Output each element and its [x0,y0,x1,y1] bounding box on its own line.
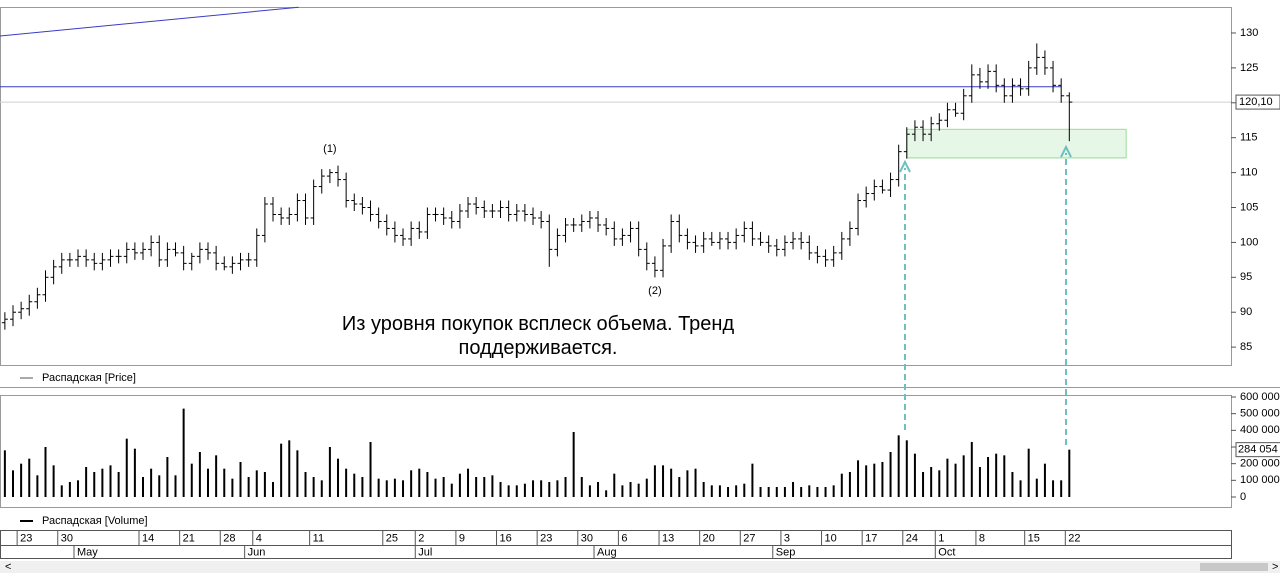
scroll-thumb[interactable] [1200,563,1268,571]
wave-label: (2) [648,285,661,297]
x-tick-label: 24 [906,532,918,544]
x-tick-label: 25 [386,532,398,544]
y-tick-label: 130 [1240,27,1258,39]
y-tick-label: 100 [1240,236,1258,248]
arrows [899,144,1072,445]
x-tick-label: 2 [418,532,424,544]
x-tick-label: 13 [662,532,674,544]
trend-line [0,6,299,37]
x-tick-label: 14 [142,532,154,544]
month-label: May [77,546,98,558]
x-tick-label: 15 [1028,532,1040,544]
scroll-right[interactable]: > [1272,561,1278,573]
y-tick-label: 95 [1240,271,1252,283]
v-tick-label: 500 000 [1240,408,1280,420]
x-tick-label: 28 [223,532,235,544]
month-label: Aug [597,546,617,558]
last-volume-box [1235,442,1280,458]
x-tick-label: 22 [1068,532,1080,544]
x-tick-label: 3 [784,532,790,544]
month-label: Oct [938,546,955,558]
x-tick-label: 20 [703,532,715,544]
month-label: Jun [248,546,266,558]
scrollbar[interactable] [0,561,1280,573]
v-tick-label: 0 [1240,491,1246,503]
x-tick-label: 11 [313,532,324,544]
wave-label: (1) [323,143,336,155]
y-tick-label: 110 [1240,167,1258,179]
x-tick-label: 30 [61,532,73,544]
y-tick-label: 85 [1240,341,1252,353]
x-tick-label: 10 [825,532,837,544]
v-tick-label: 600 000 [1240,391,1280,403]
x-tick-label: 9 [459,532,465,544]
y-tick-label: 105 [1240,201,1258,213]
v-tick-label: 100 000 [1240,474,1280,486]
x-tick-label: 4 [256,532,262,544]
y-tick-label: 115 [1240,132,1258,144]
month-label: Jul [418,546,432,558]
last-price-box [1235,94,1280,110]
date-axis [0,530,1232,559]
x-tick-label: 1 [938,532,944,544]
last-price-label: 120,10 [1239,96,1273,108]
y-tick-label: 125 [1240,62,1258,74]
x-tick-label: 6 [621,532,627,544]
month-label: Sep [776,546,796,558]
buy-zone [906,128,1127,159]
x-tick-label: 17 [865,532,877,544]
x-tick-label: 21 [183,532,195,544]
volume-panel [0,395,1232,508]
price-panel [0,7,1232,366]
last-volume-label: 284 054 [1238,444,1278,456]
x-tick-label: 8 [979,532,985,544]
v-tick-label: 200 000 [1240,458,1280,470]
legend-label: Распадская [Volume] [42,515,148,527]
x-tick-label: 23 [20,532,32,544]
legend-label: Распадская [Price] [42,372,136,384]
scroll-left[interactable]: < [5,561,11,573]
x-tick-label: 27 [743,532,755,544]
x-tick-label: 30 [581,532,593,544]
y-tick-label: 90 [1240,306,1252,318]
annotation: Из уровня покупок всплеск объема. Тренд … [341,313,735,359]
x-tick-label: 23 [540,532,552,544]
x-tick-label: 16 [500,532,512,544]
v-tick-label: 400 000 [1240,424,1280,436]
